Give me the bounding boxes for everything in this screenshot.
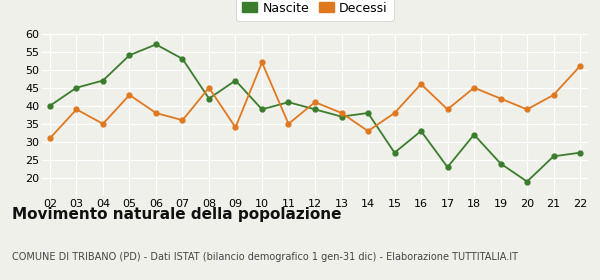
Nascite	[100, 79, 107, 82]
Decessi	[391, 111, 398, 115]
Nascite	[205, 97, 212, 100]
Nascite	[126, 53, 133, 57]
Line: Decessi: Decessi	[47, 60, 583, 141]
Decessi	[338, 111, 345, 115]
Nascite	[577, 151, 584, 154]
Nascite	[364, 111, 371, 115]
Decessi	[497, 97, 504, 100]
Decessi	[259, 61, 266, 64]
Text: COMUNE DI TRIBANO (PD) - Dati ISTAT (bilancio demografico 1 gen-31 dic) - Elabor: COMUNE DI TRIBANO (PD) - Dati ISTAT (bil…	[12, 252, 518, 262]
Decessi	[46, 137, 53, 140]
Nascite	[259, 108, 266, 111]
Line: Nascite: Nascite	[47, 42, 583, 184]
Nascite	[338, 115, 345, 118]
Nascite	[550, 155, 557, 158]
Decessi	[577, 64, 584, 68]
Decessi	[444, 108, 451, 111]
Nascite	[152, 43, 160, 46]
Decessi	[311, 101, 319, 104]
Decessi	[126, 93, 133, 97]
Decessi	[179, 118, 186, 122]
Nascite	[179, 57, 186, 60]
Nascite	[470, 133, 478, 136]
Nascite	[232, 79, 239, 82]
Decessi	[550, 93, 557, 97]
Nascite	[391, 151, 398, 154]
Decessi	[73, 108, 80, 111]
Nascite	[497, 162, 504, 165]
Nascite	[523, 180, 530, 183]
Nascite	[311, 108, 319, 111]
Decessi	[152, 111, 160, 115]
Nascite	[73, 86, 80, 89]
Nascite	[285, 101, 292, 104]
Decessi	[205, 86, 212, 89]
Text: Movimento naturale della popolazione: Movimento naturale della popolazione	[12, 207, 341, 222]
Decessi	[285, 122, 292, 125]
Decessi	[100, 122, 107, 125]
Nascite	[418, 129, 425, 133]
Nascite	[444, 165, 451, 169]
Decessi	[364, 129, 371, 133]
Decessi	[418, 82, 425, 86]
Legend: Nascite, Decessi: Nascite, Decessi	[236, 0, 394, 21]
Decessi	[470, 86, 478, 89]
Decessi	[232, 126, 239, 129]
Decessi	[523, 108, 530, 111]
Nascite	[46, 104, 53, 108]
